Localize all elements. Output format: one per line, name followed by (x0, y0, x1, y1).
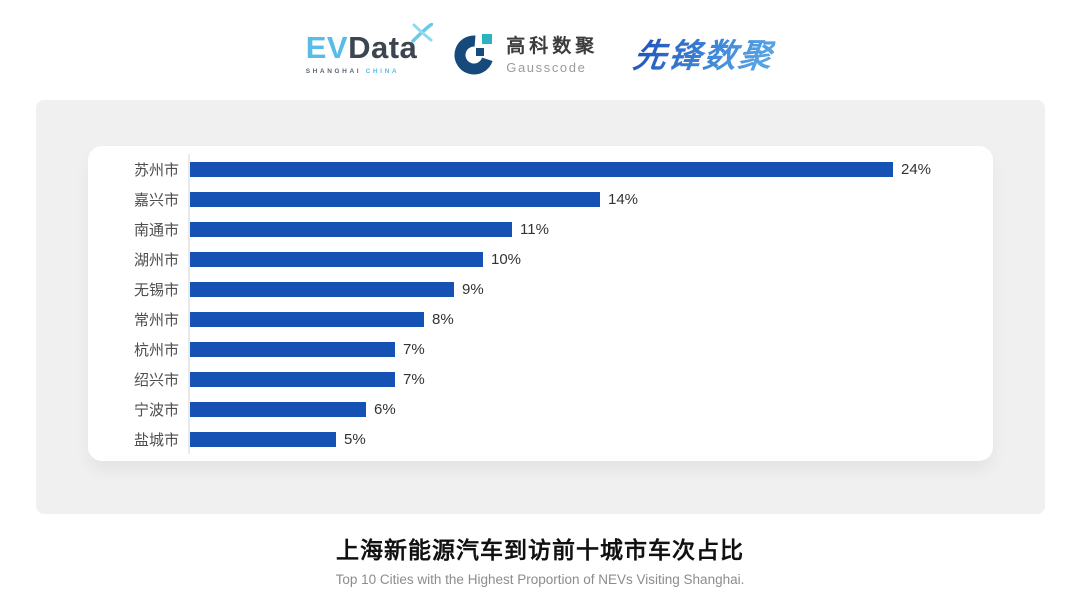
bar (190, 401, 366, 417)
category-label: 杭州市 (133, 341, 179, 359)
value-label: 24% (901, 160, 932, 178)
bar-row: 南通市 11% (88, 214, 993, 244)
evdata-data-text: Data (348, 29, 418, 65)
value-label: 10% (491, 250, 522, 268)
bar (190, 251, 483, 267)
bar-row: 苏州市 24% (88, 154, 993, 184)
value-label: 11% (520, 220, 549, 238)
evdata-ev-text: EV (305, 29, 349, 65)
caption: 上海新能源汽车到访前十城市车次占比 Top 10 Cities with the… (0, 531, 1080, 587)
bar-row: 湖州市 10% (88, 244, 993, 274)
bar-row: 杭州市 7% (88, 334, 993, 364)
gausscode-g-icon (454, 34, 494, 75)
bar (190, 281, 454, 297)
bar (190, 191, 600, 207)
evdata-shanghai-text: SHANGHAI (305, 67, 362, 75)
gausscode-cn-text: 高科数聚 (506, 36, 599, 57)
bar-area: 7% (188, 334, 993, 364)
bar-row: 绍兴市 7% (88, 364, 993, 394)
bar-area: 8% (188, 304, 993, 334)
value-label: 6% (374, 400, 396, 418)
bar-area: 5% (188, 424, 993, 454)
bar-area: 11% (188, 214, 993, 244)
bar-area: 7% (188, 364, 993, 394)
gausscode-en-text: Gausscode (506, 60, 587, 75)
bar-row: 盐城市 5% (88, 424, 993, 454)
gausscode-logo: 高科数聚 Gausscode (453, 31, 598, 75)
bar-row: 宁波市 6% (88, 394, 993, 424)
bar (190, 311, 424, 327)
gausscode-text: 高科数聚 Gausscode (506, 31, 598, 75)
bar-rows: 苏州市 24% 嘉兴市 14% 南通市 11% 湖州市 10% 无锡市 9% 常州市 8% 杭州市 7% 绍… (88, 154, 993, 454)
bar (190, 371, 395, 387)
bar-area: 6% (188, 394, 993, 424)
bar (190, 431, 336, 447)
chart-card: 苏州市 24% 嘉兴市 14% 南通市 11% 湖州市 10% 无锡市 9% 常州市 8% 杭州市 7% 绍… (88, 146, 993, 461)
bar-row: 常州市 8% (88, 304, 993, 334)
chart-subtitle: Top 10 Cities with the Highest Proportio… (335, 572, 745, 587)
bar-area: 24% (188, 154, 993, 184)
value-label: 7% (403, 370, 425, 388)
category-label: 苏州市 (133, 161, 179, 179)
category-label: 常州市 (133, 311, 179, 329)
value-label: 14% (608, 190, 639, 208)
category-label: 无锡市 (133, 281, 179, 299)
bar (190, 161, 893, 177)
bar-row: 嘉兴市 14% (88, 184, 993, 214)
category-label: 湖州市 (133, 251, 179, 269)
category-label: 绍兴市 (133, 371, 179, 389)
evdata-x-icon (411, 22, 434, 43)
category-label: 南通市 (133, 221, 179, 239)
value-label: 7% (403, 340, 425, 358)
evdata-wordmark: EVData (305, 22, 434, 65)
evdata-china-text: CHINA (365, 67, 400, 75)
value-label: 5% (344, 430, 366, 448)
bar-area: 10% (188, 244, 993, 274)
bar (190, 341, 395, 357)
bar-area: 14% (188, 184, 993, 214)
value-label: 9% (462, 280, 484, 298)
pioneer-logo: 先锋数聚 (631, 29, 778, 77)
bar (190, 221, 512, 237)
bar-area: 9% (188, 274, 993, 304)
chart-title: 上海新能源汽车到访前十城市车次占比 (336, 537, 744, 563)
logo-header: EVData SHANGHAI CHINA 高科数聚 Gausscode (0, 0, 1080, 98)
bar-row: 无锡市 9% (88, 274, 993, 304)
evdata-subtext: SHANGHAI CHINA (306, 68, 418, 75)
category-label: 嘉兴市 (133, 191, 179, 209)
category-label: 盐城市 (133, 431, 179, 449)
value-label: 8% (432, 310, 454, 328)
chart-panel: 苏州市 24% 嘉兴市 14% 南通市 11% 湖州市 10% 无锡市 9% 常州市 8% 杭州市 7% 绍… (36, 100, 1045, 514)
category-label: 宁波市 (133, 401, 179, 419)
evdata-logo: EVData SHANGHAI CHINA (305, 22, 434, 75)
